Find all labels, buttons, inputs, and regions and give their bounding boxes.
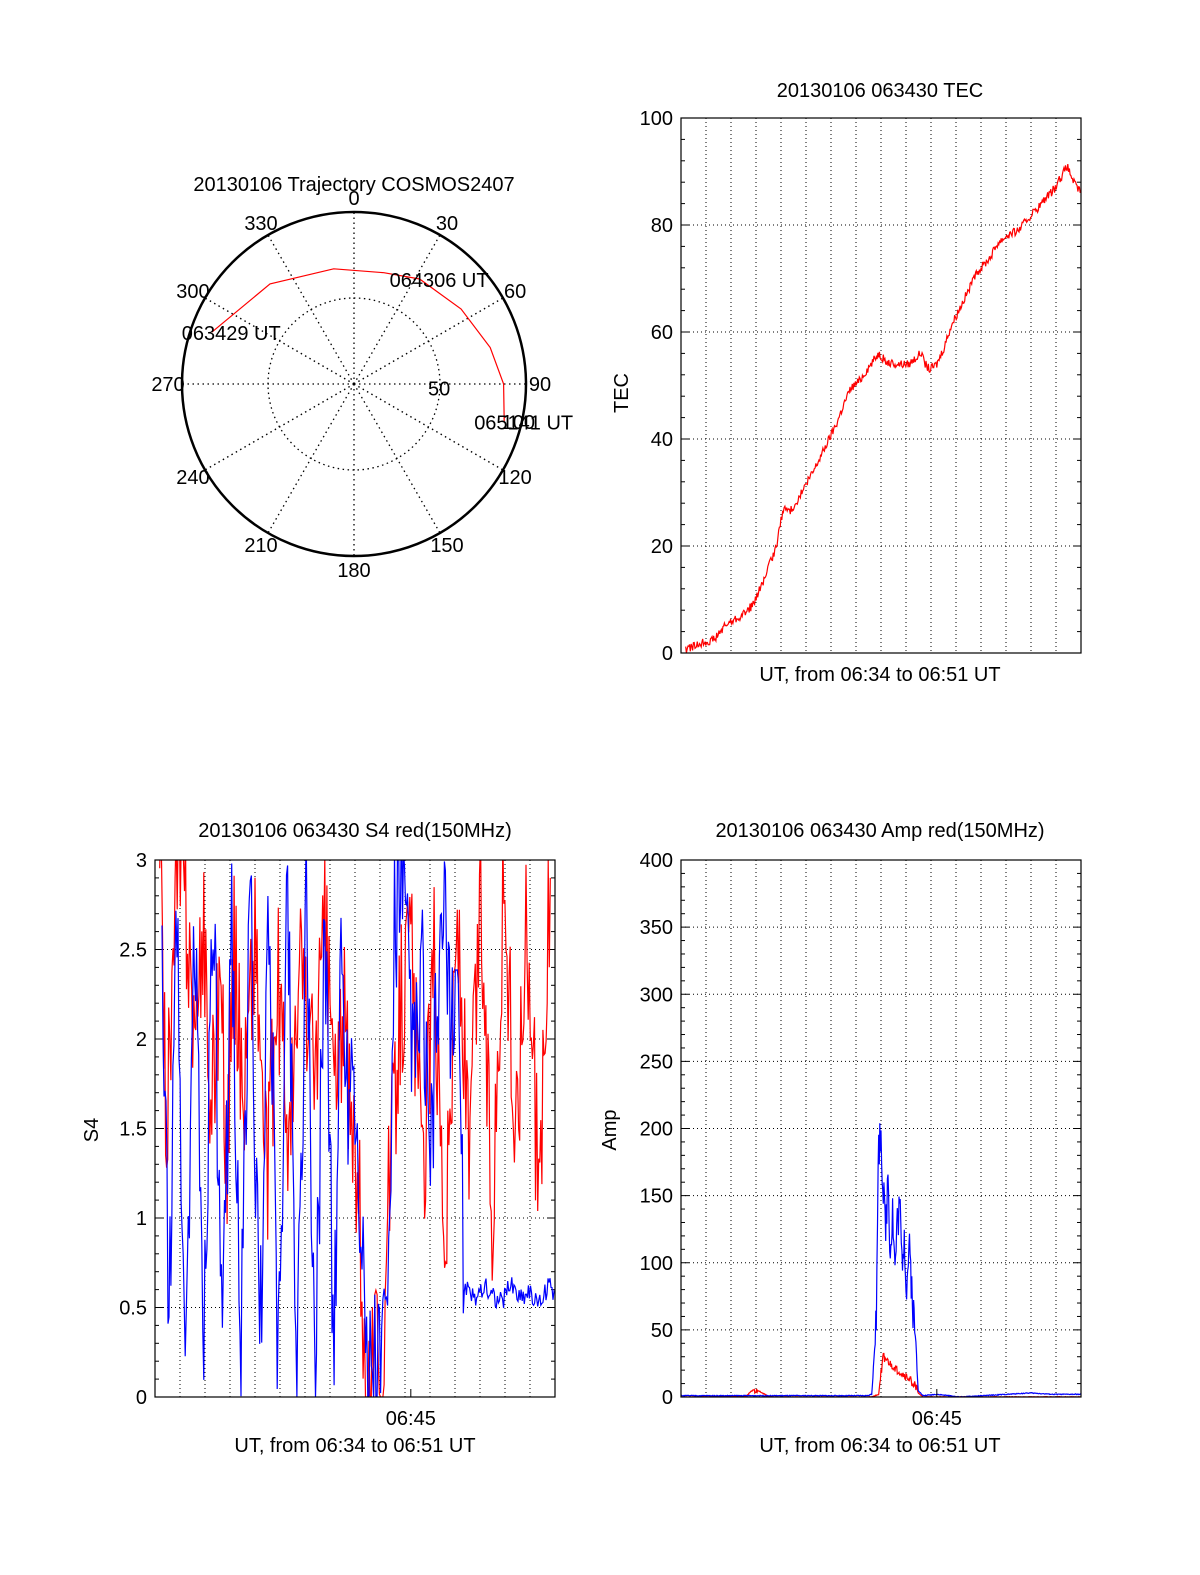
tec-title: 20130106 063430 TEC — [777, 80, 983, 102]
y-tick-label: 350 — [640, 917, 673, 939]
polar-radial-label: 50 — [428, 379, 450, 401]
y-tick-label: 250 — [640, 1051, 673, 1073]
amp-chart: 20130106 063430 Amp red(150MHz) UT, from… — [599, 820, 1082, 1457]
y-tick-label: 2 — [136, 1029, 147, 1051]
polar-spoke — [353, 383, 441, 534]
polar-spoke — [204, 297, 355, 385]
series-line — [161, 860, 555, 1397]
polar-spoke — [204, 383, 355, 471]
series-line — [681, 1123, 1081, 1397]
polar-angle-label: 180 — [337, 560, 370, 582]
tec-xlabel: UT, from 06:34 to 06:51 UT — [759, 664, 1000, 686]
polar-angle-label: 330 — [244, 213, 277, 235]
amp-ylabel: Amp — [599, 1109, 621, 1150]
y-tick-label: 200 — [640, 1119, 673, 1141]
polar-angle-label: 0 — [348, 188, 359, 210]
y-tick-label: 80 — [651, 215, 673, 237]
polar-annotation: 065141 UT — [474, 412, 573, 434]
polar-angle-label: 270 — [151, 374, 184, 396]
polar-radial-label: 100 — [502, 412, 535, 434]
s4-xlabel: UT, from 06:34 to 06:51 UT — [234, 1435, 475, 1457]
y-tick-label: 0 — [662, 643, 673, 665]
polar-spoke — [353, 234, 441, 385]
y-tick-label: 50 — [651, 1320, 673, 1342]
polar-title: 20130106 Trajectory COSMOS2407 — [193, 174, 514, 196]
polar-annotation: 063429 UT — [182, 323, 281, 345]
polar-angle-label: 210 — [244, 535, 277, 557]
y-tick-label: 0 — [136, 1387, 147, 1409]
amp-title: 20130106 063430 Amp red(150MHz) — [715, 820, 1044, 842]
y-tick-label: 60 — [651, 322, 673, 344]
s4-chart: 20130106 063430 S4 red(150MHz) UT, from … — [81, 820, 556, 1457]
y-tick-label: 0 — [662, 1387, 673, 1409]
plot-frame — [154, 859, 556, 1398]
polar-outer-ring — [180, 210, 528, 558]
series-line — [159, 860, 551, 1397]
polar-spoke — [267, 383, 355, 534]
s4-title: 20130106 063430 S4 red(150MHz) — [198, 820, 512, 842]
polar-annotation: 064306 UT — [390, 270, 489, 292]
polar-ring-50 — [267, 297, 441, 471]
y-tick-label: 40 — [651, 429, 673, 451]
y-tick-label: 0.5 — [119, 1298, 147, 1320]
polar-trajectory-line — [211, 268, 505, 422]
trajectory-polar-plot: 20130106 Trajectory COSMOS2407 0 30 60 90 12… — [151, 174, 573, 582]
amp-xlabel: UT, from 06:34 to 06:51 UT — [759, 1435, 1000, 1457]
polar-angle-label: 60 — [504, 281, 526, 303]
polar-angle-label: 90 — [529, 374, 551, 396]
tec-chart: 20130106 063430 TEC UT, from 06:34 to 06… — [611, 80, 1082, 686]
y-tick-label: 400 — [640, 850, 673, 872]
polar-angle-label: 120 — [498, 467, 531, 489]
y-tick-label: 100 — [640, 108, 673, 130]
series-line — [685, 164, 1081, 653]
polar-angle-label: 150 — [430, 535, 463, 557]
polar-angle-label: 240 — [176, 467, 209, 489]
polar-angle-label: 300 — [176, 281, 209, 303]
y-tick-label: 100 — [640, 1253, 673, 1275]
y-tick-label: 1.5 — [119, 1119, 147, 1141]
x-tick-label: 06:45 — [912, 1408, 962, 1430]
x-tick-label: 06:45 — [386, 1408, 436, 1430]
plot-frame — [680, 859, 1082, 1398]
polar-spoke — [267, 234, 355, 385]
y-tick-label: 20 — [651, 536, 673, 558]
plot-frame — [680, 117, 1082, 654]
y-tick-label: 1 — [136, 1208, 147, 1230]
tec-ylabel: TEC — [611, 373, 633, 413]
polar-spoke — [353, 297, 504, 385]
y-tick-label: 2.5 — [119, 940, 147, 962]
polar-angle-label: 30 — [436, 213, 458, 235]
s4-ylabel: S4 — [81, 1118, 103, 1142]
y-tick-label: 3 — [136, 850, 147, 872]
y-tick-label: 150 — [640, 1186, 673, 1208]
y-tick-label: 300 — [640, 984, 673, 1006]
